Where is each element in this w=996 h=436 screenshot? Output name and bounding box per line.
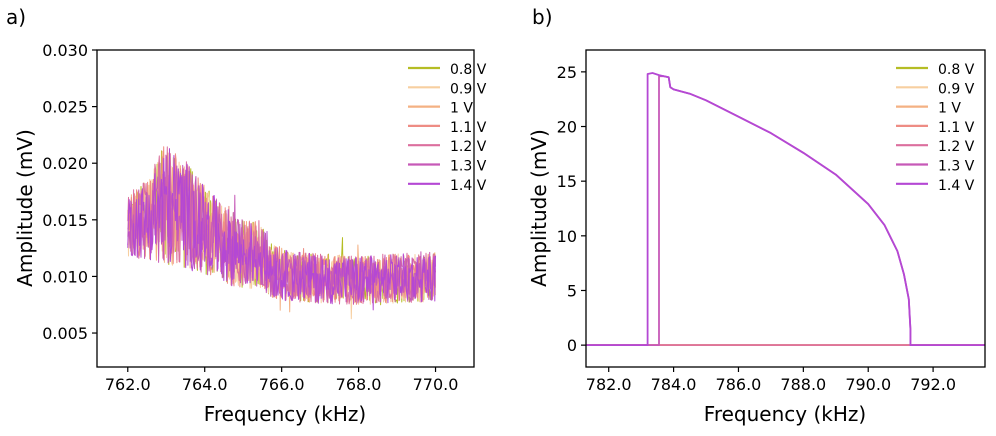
series-line-1-4-V xyxy=(586,72,985,346)
legend-label: 1 V xyxy=(938,101,961,117)
panel-b-label: b) xyxy=(532,5,553,29)
panel-b-x-tick-label: 786.0 xyxy=(716,375,762,394)
panel-b-frame xyxy=(585,49,986,368)
panel-b-y-tick-label: 0 xyxy=(567,336,577,355)
panel-a-x-axis-title: Frequency (kHz) xyxy=(204,402,366,426)
legend-label: 1.4 V xyxy=(450,178,487,194)
series-line-1-4-V xyxy=(127,148,436,311)
legend-label: 1.3 V xyxy=(450,159,487,175)
panel-b-y-tick-label: 20 xyxy=(557,118,577,137)
panel-b-x-tick-label: 790.0 xyxy=(845,375,891,394)
panel-a-frame xyxy=(96,49,475,368)
panel-a-x-tick-label: 768.0 xyxy=(336,375,382,394)
legend-label: 1.2 V xyxy=(938,139,975,155)
panel-a-y-tick-label: 0.025 xyxy=(42,98,88,117)
panel-b: b) 782.0 784.0 786.0 788.0 790.0 792.0 0 5 10 15… xyxy=(527,5,986,426)
panel-a-y-ticks: 0.005 0.010 0.015 0.020 0.025 0.030 xyxy=(42,41,97,343)
panel-a-x-tick-label: 762.0 xyxy=(105,375,151,394)
legend-label: 1.1 V xyxy=(938,120,975,136)
panel-a-label: a) xyxy=(6,5,26,29)
legend-label: 0.9 V xyxy=(450,81,487,97)
series-line-1-3-V xyxy=(586,75,985,346)
panel-a-y-tick-label: 0.005 xyxy=(42,324,88,343)
legend-label: 1 V xyxy=(450,101,473,117)
legend-label: 0.8 V xyxy=(450,62,487,78)
panel-b-y-tick-label: 10 xyxy=(557,227,577,246)
legend-label: 0.9 V xyxy=(938,81,975,97)
panel-a-x-tick-label: 766.0 xyxy=(259,375,305,394)
panel-b-x-tick-label: 792.0 xyxy=(910,375,956,394)
panel-b-x-tick-label: 782.0 xyxy=(586,375,632,394)
panel-b-x-tick-label: 784.0 xyxy=(651,375,697,394)
panel-a: a) 762.0 764.0 766.0 768.0 770.0 0.0050.0100… xyxy=(6,5,487,426)
panel-a-legend: 0.8 V 0.9 V 1 V 1.1 V 1.2 V 1.3 V 1.4 V xyxy=(408,62,487,194)
panel-a-x-tick-label: 764.0 xyxy=(182,375,228,394)
panel-b-y-ticks: 0 5 10 15 20 25 xyxy=(557,63,586,355)
panel-a-x-tick-label: 770.0 xyxy=(413,375,459,394)
panel-b-y-tick-label: 15 xyxy=(557,172,577,191)
panel-b-y-tick-label: 25 xyxy=(557,63,577,82)
panel-b-plot-area xyxy=(586,72,985,346)
panel-b-x-tick-label: 788.0 xyxy=(780,375,826,394)
panel-a-plot-area xyxy=(127,146,436,320)
series-line-1-3-V xyxy=(127,154,436,305)
panel-b-x-axis-title: Frequency (kHz) xyxy=(704,402,866,426)
panel-b-x-ticks: 782.0 784.0 786.0 788.0 790.0 792.0 xyxy=(586,367,956,394)
legend-label: 1.2 V xyxy=(450,139,487,155)
panel-a-x-ticks: 762.0 764.0 766.0 768.0 770.0 xyxy=(105,367,459,394)
panel-a-y-tick-label: 0.020 xyxy=(42,154,88,173)
legend-label: 1.3 V xyxy=(938,159,975,175)
panel-a-y-tick-label: 0.010 xyxy=(42,267,88,286)
legend-label: 1.4 V xyxy=(938,178,975,194)
legend-label: 1.1 V xyxy=(450,120,487,136)
panel-b-y-tick-label: 5 xyxy=(567,281,577,300)
panel-a-y-tick-label: 0.015 xyxy=(42,211,88,230)
panel-a-y-tick-label: 0.030 xyxy=(42,41,88,60)
legend-label: 0.8 V xyxy=(938,62,975,78)
panel-a-y-axis-title: Amplitude (mV) xyxy=(13,129,37,287)
panel-b-y-axis-title: Amplitude (mV) xyxy=(527,129,551,287)
panel-b-legend: 0.8 V 0.9 V 1 V 1.1 V 1.2 V 1.3 V 1.4 V xyxy=(896,62,975,194)
series-line-1-2-V xyxy=(127,146,436,305)
